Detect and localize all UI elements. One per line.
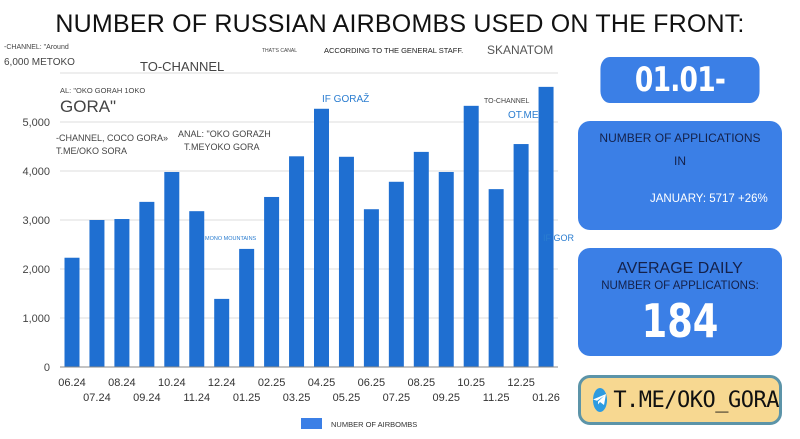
y-tick-label: 4,000 bbox=[22, 166, 50, 178]
x-tick-label: 02.25 bbox=[258, 377, 286, 389]
x-tick-label: 11.25 bbox=[483, 392, 510, 404]
telegram-link[interactable]: T.ME/OKO_GORA bbox=[578, 375, 782, 425]
bar bbox=[388, 181, 404, 367]
bar bbox=[289, 156, 305, 367]
x-tick-label: 01.26 bbox=[532, 392, 560, 404]
bar bbox=[264, 196, 280, 367]
bar bbox=[114, 219, 130, 367]
y-tick-label: 0 bbox=[44, 362, 50, 374]
x-tick-label: 06.25 bbox=[358, 377, 386, 389]
bar bbox=[89, 220, 105, 367]
bar bbox=[314, 108, 329, 368]
bar bbox=[363, 209, 379, 367]
bar bbox=[413, 151, 429, 367]
annotation: TO-CHANNEL bbox=[484, 98, 530, 105]
annotation: -CHANNEL: "Around bbox=[4, 44, 69, 51]
x-tick-label: 01.25 bbox=[233, 392, 261, 404]
annotation: T.ME/OKO SORA bbox=[56, 146, 128, 156]
annotation: AL: "OKO GORAH 1OKO bbox=[60, 86, 146, 95]
annotation: MONO MOUNTAINS bbox=[205, 236, 257, 242]
x-tick-label: 12.25 bbox=[507, 377, 535, 389]
bar bbox=[164, 171, 180, 367]
bar bbox=[214, 298, 230, 367]
date-range-badge: 01.01-31.01 bbox=[600, 57, 760, 146]
annotation: GORA" bbox=[60, 97, 117, 116]
applications-january-value: JANUARY: 5717 +26% bbox=[650, 193, 768, 205]
x-tick-label: 12.24 bbox=[208, 377, 236, 389]
x-tick-label: 06.24 bbox=[58, 377, 86, 389]
bar-chart: 0 1,000 2,000 3,000 4,000 5,000 06.24 07.24 08.2… bbox=[22, 72, 560, 429]
applications-in-label: IN bbox=[674, 154, 686, 168]
annotation: OT.ME bbox=[508, 110, 539, 121]
y-tick-label: 2,000 bbox=[22, 264, 50, 276]
x-tick-label: 10.24 bbox=[158, 377, 186, 389]
average-daily-value: 184 bbox=[641, 294, 719, 348]
annotation: TO-CHANNEL bbox=[140, 59, 225, 74]
average-daily-sublabel: NUMBER OF APPLICATIONS: bbox=[601, 280, 759, 292]
x-tick-label: 09.24 bbox=[133, 392, 161, 404]
annotation: IF GOR bbox=[543, 233, 574, 243]
bar bbox=[488, 189, 504, 367]
average-daily-label: AVERAGE DAILY bbox=[617, 260, 743, 277]
legend-label: NUMBER OF AIRBOMBS bbox=[331, 420, 417, 429]
annotation: SKANATOM bbox=[487, 43, 554, 57]
bar bbox=[513, 144, 529, 367]
x-tick-label: 07.24 bbox=[83, 392, 111, 404]
x-tick-label: 09.25 bbox=[432, 392, 460, 404]
x-tick-label: 08.24 bbox=[108, 377, 136, 389]
annotation: ACCORDING TO THE GENERAL STAFF. bbox=[324, 46, 464, 55]
annotation: -CHANNEL, COCO GORA» bbox=[56, 133, 169, 143]
annotation: THAT'S CANAL bbox=[262, 48, 298, 54]
x-tick-label: 07.25 bbox=[383, 392, 411, 404]
telegram-link-text: T.ME/OKO_GORA bbox=[613, 387, 779, 413]
y-tick-label: 1,000 bbox=[22, 313, 50, 325]
x-tick-label: 05.25 bbox=[333, 392, 361, 404]
x-tick-label: 04.25 bbox=[308, 377, 336, 389]
annotation: ANAL: "OKO GORAZH bbox=[178, 129, 271, 139]
annotation: T.MEYOKO GORA bbox=[184, 142, 260, 152]
average-daily-panel: AVERAGE DAILY NUMBER OF APPLICATIONS: 18… bbox=[578, 248, 782, 356]
bar bbox=[463, 105, 479, 367]
x-tick-label: 11.24 bbox=[183, 392, 210, 404]
applications-panel: NUMBER OF APPLICATIONS IN JANUARY: 5717 … bbox=[578, 121, 782, 230]
x-tick-label: 10.25 bbox=[457, 377, 485, 389]
y-tick-label: 3,000 bbox=[22, 215, 50, 227]
bar bbox=[64, 257, 80, 367]
annotation: 6,000 METOKO bbox=[4, 57, 75, 68]
bar bbox=[338, 156, 354, 367]
bar bbox=[189, 211, 205, 367]
bar bbox=[538, 86, 554, 367]
legend-swatch bbox=[301, 418, 322, 429]
applications-label: NUMBER OF APPLICATIONS bbox=[599, 131, 761, 145]
y-tick-label: 5,000 bbox=[22, 117, 50, 129]
chart-title: NUMBER OF RUSSIAN AIRBOMBS USED ON THE F… bbox=[55, 10, 745, 38]
bar bbox=[139, 201, 155, 367]
x-tick-label: 03.25 bbox=[283, 392, 311, 404]
telegram-icon bbox=[593, 388, 608, 412]
x-tick-label: 08.25 bbox=[408, 377, 436, 389]
bar bbox=[438, 171, 454, 367]
annotation: IF GORAŽ bbox=[322, 94, 370, 105]
bar bbox=[239, 248, 255, 367]
